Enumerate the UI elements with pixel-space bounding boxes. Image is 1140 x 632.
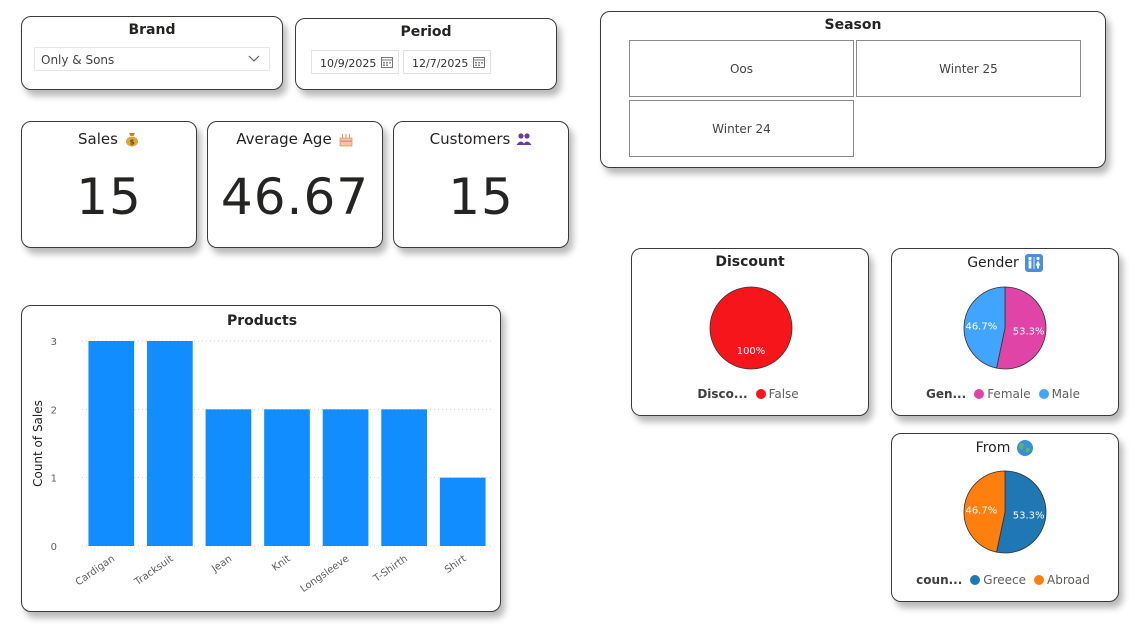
legend-dot xyxy=(1034,575,1045,585)
legend-label: Female xyxy=(987,387,1031,401)
discount-title: Discount xyxy=(715,254,785,270)
discount-pie-chart: 100% xyxy=(709,286,793,370)
bar-shirt[interactable] xyxy=(439,477,486,546)
season-tile-winter-25[interactable]: Winter 25 xyxy=(856,40,1081,97)
cake-icon xyxy=(339,134,352,147)
legend-item-female[interactable]: Female xyxy=(974,387,1031,401)
legend-item-greece[interactable]: Greece xyxy=(970,573,1026,587)
legend-title: Gen... xyxy=(925,387,967,401)
pie-slice-false[interactable] xyxy=(709,286,793,370)
pie-slice-male[interactable] xyxy=(963,286,1006,369)
brand-selected-value: Only & Sons xyxy=(41,53,115,67)
period-end-value: 12/7/2025 xyxy=(412,57,469,70)
legend-item-male[interactable]: Male xyxy=(1038,387,1081,401)
period-slicer: Period 10/9/2025 12/7/2025 xyxy=(295,18,557,90)
from-title: From xyxy=(975,440,1011,456)
from-pie-chart: 53.3% 46.7% xyxy=(963,470,1047,554)
pie-data-label: 53.3% xyxy=(1013,326,1045,337)
brand-dropdown[interactable]: Only & Sons xyxy=(34,47,270,71)
from-chart-card: From 53.3% 46.7% coun... Greece Abroad xyxy=(891,433,1119,602)
brand-title: Brand xyxy=(128,22,176,38)
y-tick-label: 2 xyxy=(51,405,57,416)
legend-title: Disco... xyxy=(697,387,748,401)
legend-label: Male xyxy=(1051,387,1081,401)
bar-jean[interactable] xyxy=(205,409,252,546)
people-icon xyxy=(516,133,532,145)
pie-slice-female[interactable] xyxy=(996,286,1047,370)
period-start-date[interactable]: 10/9/2025 xyxy=(311,50,399,74)
average-age-kpi-title: Average Age xyxy=(236,130,332,148)
legend-dot xyxy=(755,389,766,399)
period-title: Period xyxy=(400,24,452,40)
season-slicer: Season Oos Winter 25 Winter 24 xyxy=(600,11,1106,168)
from-legend: coun... Greece Abroad xyxy=(892,573,1118,587)
chart-title: Products xyxy=(227,313,297,329)
x-tick-label: T-Shirth xyxy=(371,553,410,585)
pie-data-label: 53.3% xyxy=(1013,510,1045,521)
gender-chart-card: Gender 53.3% 46.7% Gen... Female Male xyxy=(891,248,1119,416)
x-tick-label: Knit xyxy=(270,553,292,573)
discount-chart-card: Discount 100% Disco... False xyxy=(631,248,869,416)
customers-kpi-title: Customers xyxy=(429,130,511,148)
products-bar-chart: Products Count of Sales 0 1 2 3 Cardigan Tra… xyxy=(31,313,492,595)
chevron-down-icon xyxy=(248,55,260,62)
period-end-date[interactable]: 12/7/2025 xyxy=(403,50,491,74)
customers-kpi-card: Customers 15 xyxy=(393,121,569,248)
products-chart-card: Products Count of Sales 0 1 2 3 Cardigan Tra… xyxy=(21,305,501,612)
legend-label: Abroad xyxy=(1047,573,1090,587)
period-start-value: 10/9/2025 xyxy=(320,57,377,70)
legend-dot xyxy=(970,575,981,585)
discount-legend: Disco... False xyxy=(632,387,868,401)
pie-slice-greece[interactable] xyxy=(996,470,1047,554)
legend-dot xyxy=(1038,389,1049,399)
svg-text:$: $ xyxy=(130,139,135,147)
bar-knit[interactable] xyxy=(264,409,310,546)
sales-kpi-title: Sales xyxy=(78,130,118,148)
legend-dot xyxy=(974,389,985,399)
legend-item-abroad[interactable]: Abroad xyxy=(1034,573,1090,587)
bar-longsleeve[interactable] xyxy=(322,409,369,546)
restroom-icon xyxy=(1024,254,1043,272)
pie-data-label: 46.7% xyxy=(965,506,997,517)
y-tick-label: 1 xyxy=(51,474,57,485)
pie-data-label: 46.7% xyxy=(965,322,997,333)
average-age-kpi-value: 46.67 xyxy=(220,168,370,226)
money-bag-icon: $ xyxy=(125,133,138,147)
y-tick-label: 0 xyxy=(51,542,57,553)
legend-label: Greece xyxy=(983,573,1027,587)
legend-title: coun... xyxy=(916,573,963,587)
pie-slice-abroad[interactable] xyxy=(963,470,1006,553)
gender-pie-chart: 53.3% 46.7% xyxy=(963,286,1047,370)
sales-kpi-value: 15 xyxy=(76,168,142,226)
calendar-icon[interactable] xyxy=(381,56,393,68)
customers-kpi-value: 15 xyxy=(448,168,514,226)
season-tile-winter-24[interactable]: Winter 24 xyxy=(629,100,854,157)
x-tick-label: Longsleeve xyxy=(299,553,352,594)
gender-title: Gender xyxy=(967,255,1019,271)
bar-cardigan[interactable] xyxy=(88,341,135,546)
x-tick-label: Jean xyxy=(209,553,234,575)
average-age-kpi-card: Average Age 46.67 xyxy=(207,121,383,248)
calendar-icon[interactable] xyxy=(473,56,485,68)
x-tick-label: Cardigan xyxy=(74,553,117,588)
pie-data-label: 100% xyxy=(737,346,766,357)
x-tick-label: Shirt xyxy=(443,553,469,576)
y-tick-label: 3 xyxy=(51,337,57,348)
legend-label: False xyxy=(768,387,799,401)
globe-icon xyxy=(1017,440,1034,456)
bar-t-shirth[interactable] xyxy=(381,409,427,546)
bar-tracksuit[interactable] xyxy=(147,341,193,546)
season-title: Season xyxy=(824,17,882,33)
season-tile-oos[interactable]: Oos xyxy=(629,40,854,97)
sales-kpi-card: Sales $ 15 xyxy=(21,121,197,248)
y-axis-label: Count of Sales xyxy=(31,400,45,487)
legend-item-false[interactable]: False xyxy=(755,387,799,401)
x-tick-label: Tracksuit xyxy=(132,553,176,588)
gender-legend: Gen... Female Male xyxy=(892,387,1118,401)
brand-slicer: Brand Only & Sons xyxy=(21,16,283,90)
